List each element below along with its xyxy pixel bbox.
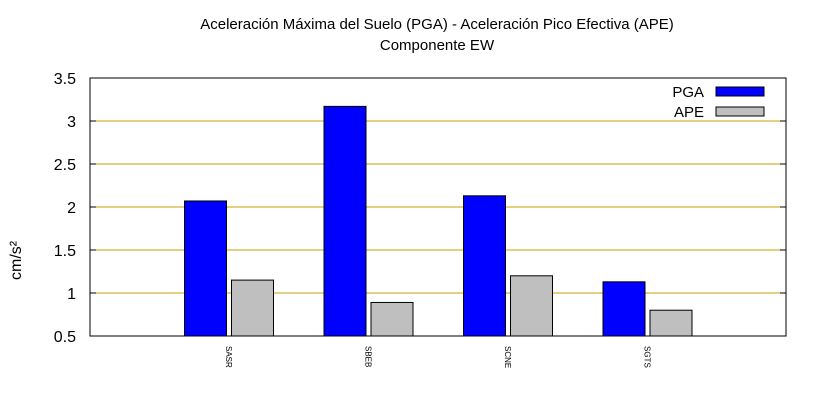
x-tick-label: SBEB xyxy=(364,346,373,367)
bar-pga xyxy=(184,200,227,337)
legend-swatch xyxy=(715,106,765,117)
bar-ape xyxy=(370,301,414,337)
y-tick-label: 3.5 xyxy=(54,71,76,88)
x-tick-label: SASR xyxy=(224,346,233,368)
y-tick-label: 0.5 xyxy=(54,329,76,346)
x-tick-label: SGTS xyxy=(643,346,652,368)
bar-ape xyxy=(649,309,693,337)
legend-label: PGA xyxy=(672,84,704,101)
legend-label: APE xyxy=(674,104,704,121)
y-tick-label: 1 xyxy=(67,286,76,303)
y-axis-label: cm/s² xyxy=(8,240,25,280)
bar-ape xyxy=(231,279,274,337)
y-tick-label: 1.5 xyxy=(54,243,76,260)
chart-title: Aceleración Máxima del Suelo (PGA) - Ace… xyxy=(200,16,674,33)
y-tick-label: 2.5 xyxy=(54,157,76,174)
bar-pga xyxy=(463,195,506,337)
plot-frame xyxy=(89,77,787,337)
bar-pga xyxy=(323,105,367,337)
bar-pga xyxy=(602,281,646,337)
y-tick-label: 2 xyxy=(67,200,76,217)
y-tick-label: 3 xyxy=(67,114,76,131)
bar-ape xyxy=(510,275,553,337)
chart-subtitle: Componente EW xyxy=(379,37,495,54)
x-tick-label: SCNE xyxy=(503,346,512,368)
legend-swatch xyxy=(715,86,765,97)
